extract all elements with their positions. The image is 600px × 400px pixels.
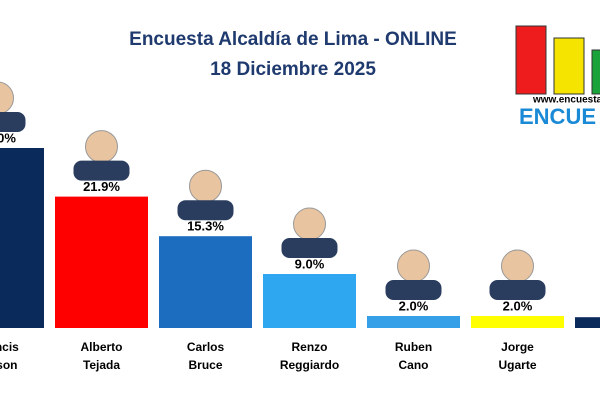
value-label: 21.9% [83,179,120,194]
candidate-photo [281,238,338,258]
logo-bar [553,37,585,95]
value-label: 9.0% [295,256,325,271]
candidate-photo [385,280,442,300]
candidate-photo [501,249,534,283]
candidate-photo [189,169,222,203]
bar [0,148,44,328]
x-tick-label: Ruben Cano [395,340,432,372]
x-tick-label: Carlos Bruce [187,340,225,372]
value-label: 15.3% [187,219,224,234]
bar [159,236,252,328]
value-label: 30.0% [0,130,16,145]
candidate-photo [293,207,326,241]
bar [263,274,356,328]
x-tick-label: Renzo Reggiardo [280,340,339,372]
bar [367,316,460,328]
logo-bar [591,49,600,95]
bar [471,316,564,328]
candidate-photo [397,249,430,283]
chart-title: Encuesta Alcaldía de Lima - ONLINE [129,29,457,50]
logo-url: www.encuesta [532,95,600,106]
x-tick-label: Alberto Tejada [81,340,123,372]
chart-subtitle: 18 Diciembre 2025 [210,59,376,80]
logo-name: ENCUE [519,104,596,129]
candidate-photo [0,112,26,132]
logo: www.encuesta ENCUE [515,25,600,129]
candidate-photo [85,130,118,164]
value-label: 2.0% [503,298,533,313]
x-tick-label: FrancisAllison [0,340,19,372]
logo-bar [515,25,547,95]
bar [55,196,148,328]
bar [575,317,600,328]
candidate-photo [0,81,14,115]
candidate-photo [73,160,130,181]
candidate-photo [177,200,234,221]
candidate-photo [489,280,546,300]
x-tick-label: Jorge Ugarte [498,340,536,372]
value-label: 2.0% [399,298,429,313]
